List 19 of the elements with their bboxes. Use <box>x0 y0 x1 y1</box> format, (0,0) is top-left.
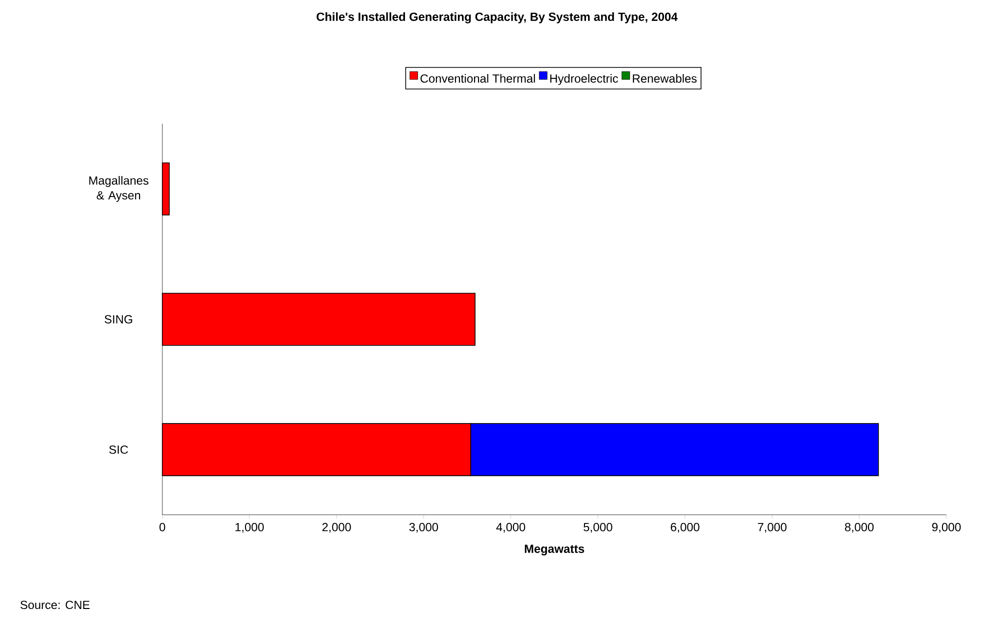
x-tick-label: 6,000 <box>670 523 700 533</box>
y-tick-label: Magallanes & Aysen <box>89 176 148 202</box>
x-tick-label: 8,000 <box>844 523 874 533</box>
legend-label: Hydroelectric <box>550 74 618 86</box>
legend-label: Conventional Thermal <box>420 74 535 83</box>
y-tick-label: SIC <box>109 446 128 454</box>
chart-title: Chile's Installed Generating Capacity, By System and Type, 2004 <box>316 12 678 24</box>
x-tick-label: 5,000 <box>584 523 612 533</box>
x-tick-label: 1,000 <box>236 523 264 533</box>
x-tick-label: 4,000 <box>496 523 526 533</box>
x-tick-label: 2,000 <box>322 523 351 533</box>
legend-label: Renewables <box>632 74 697 83</box>
x-tick-label: 0 <box>160 523 166 532</box>
x-tick-label: 3,000 <box>409 523 438 533</box>
x-axis-title: Megawatts <box>524 544 584 556</box>
x-tick-label: 7,000 <box>758 523 786 533</box>
x-tick-label: 9,000 <box>932 523 961 533</box>
y-tick-label: SING <box>104 315 132 324</box>
source-note: Source: CNE <box>20 600 90 610</box>
